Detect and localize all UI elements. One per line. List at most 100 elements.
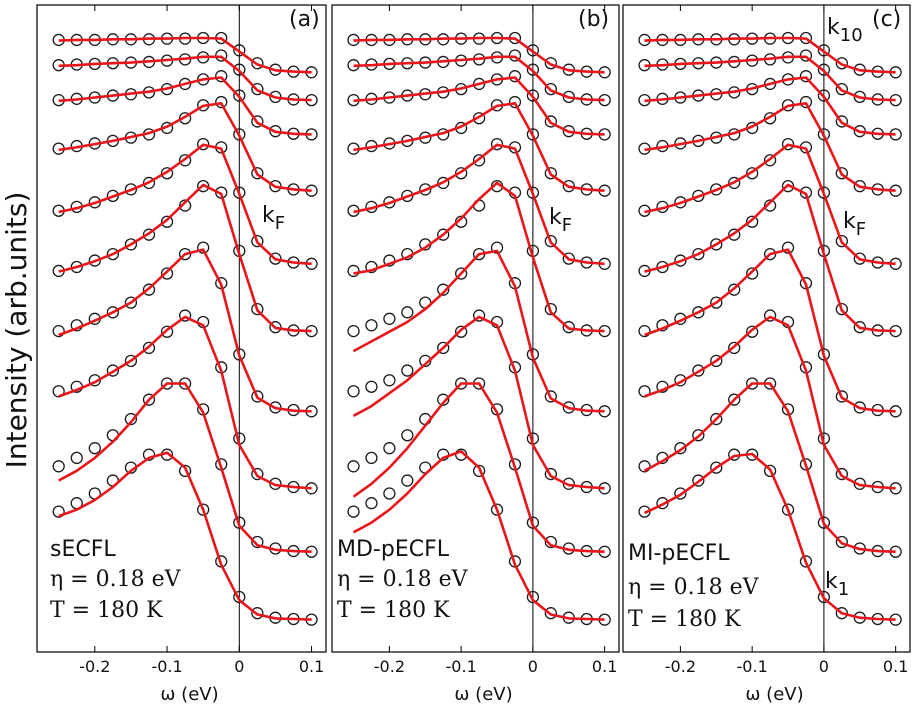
data-point (835, 115, 848, 128)
data-point (781, 241, 795, 254)
data-point (692, 474, 705, 487)
data-point (124, 296, 138, 309)
data-point (710, 238, 723, 251)
fit-line (352, 450, 605, 621)
data-point (269, 180, 282, 193)
data-point (781, 180, 795, 193)
data-point (835, 467, 848, 481)
data-point (710, 461, 723, 474)
data-point (835, 535, 848, 549)
data-point (674, 487, 687, 500)
data-point (251, 390, 264, 403)
data-point (692, 364, 705, 377)
fit-line (58, 451, 312, 621)
data-point (835, 302, 848, 316)
k1-label: k1 (825, 569, 849, 600)
k-subscript: 10 (840, 25, 863, 46)
fit-line (644, 102, 896, 192)
data-point (817, 590, 831, 604)
data-point (178, 464, 192, 477)
data-point (674, 254, 687, 267)
data-point (526, 186, 540, 199)
x-tick-label: -0.1 (737, 657, 768, 676)
data-point (710, 412, 723, 426)
kf-label: kF (843, 209, 866, 240)
data-point (88, 254, 101, 267)
data-point (251, 302, 264, 316)
data-point (365, 497, 378, 510)
data-point (853, 477, 866, 490)
data-point (178, 112, 192, 125)
data-point (251, 167, 264, 180)
data-point (799, 555, 813, 568)
data-point (142, 283, 156, 296)
data-point (251, 535, 264, 549)
data-point (124, 354, 138, 368)
data-point (853, 321, 866, 334)
data-point (251, 115, 264, 128)
data-point (347, 460, 360, 473)
data-point (728, 228, 741, 241)
data-point (178, 309, 192, 322)
data-point (835, 607, 848, 620)
x-tick-label: 0.1 (883, 657, 908, 676)
data-point (365, 451, 378, 465)
data-point (728, 283, 741, 296)
data-point (160, 325, 174, 338)
data-point (763, 154, 777, 167)
kf-label: kF (549, 205, 572, 236)
model-label: MD-pECFL (337, 537, 450, 562)
x-axis-label: ω (eV) (745, 684, 803, 705)
data-point (562, 477, 575, 490)
fit-line (58, 102, 312, 192)
fit-line (644, 248, 896, 413)
data-point (197, 180, 210, 193)
kf-label: kF (262, 203, 285, 234)
data-point (437, 341, 450, 355)
data-point (638, 385, 651, 398)
data-point (692, 306, 705, 319)
data-point (365, 319, 378, 332)
fit-line (58, 76, 312, 136)
data-point (562, 252, 575, 265)
panel-label: (c) (872, 7, 901, 32)
data-point (106, 364, 120, 377)
data-point (710, 354, 723, 368)
data-point (763, 112, 777, 125)
data-point (544, 57, 557, 70)
data-point (746, 325, 759, 338)
data-point (508, 70, 522, 83)
data-point (160, 167, 174, 180)
data-point (124, 238, 138, 251)
data-point (269, 252, 282, 265)
data-point (233, 516, 246, 529)
data-point (347, 324, 360, 338)
plot-area: -0.2 -0.1 0 0.1 ω (eV) -0.2 -0.1 0 0.1 ω (eV) -0.2… (36, 4, 911, 705)
fit-line (58, 183, 312, 333)
k-symbol: k (262, 203, 275, 228)
data-point (472, 309, 486, 322)
fit-line (58, 315, 312, 490)
x-axis-label: ω (eV) (454, 684, 512, 705)
data-point (562, 401, 575, 414)
data-point (454, 167, 468, 180)
data-point (347, 264, 360, 278)
data-point (544, 235, 557, 248)
data-point (251, 57, 264, 70)
x-tick-label: 0 (234, 657, 244, 676)
fit-line (644, 143, 896, 266)
data-point (526, 89, 540, 102)
data-point (124, 412, 138, 426)
fit-line (58, 36, 312, 74)
data-point (799, 49, 813, 62)
data-point (178, 199, 192, 212)
data-point (142, 176, 156, 190)
data-point (835, 167, 848, 180)
fit-line (644, 36, 896, 74)
data-point (401, 429, 414, 442)
fit-line (58, 382, 312, 553)
data-point (781, 137, 795, 151)
fit-line (352, 382, 605, 553)
data-point (781, 503, 795, 516)
